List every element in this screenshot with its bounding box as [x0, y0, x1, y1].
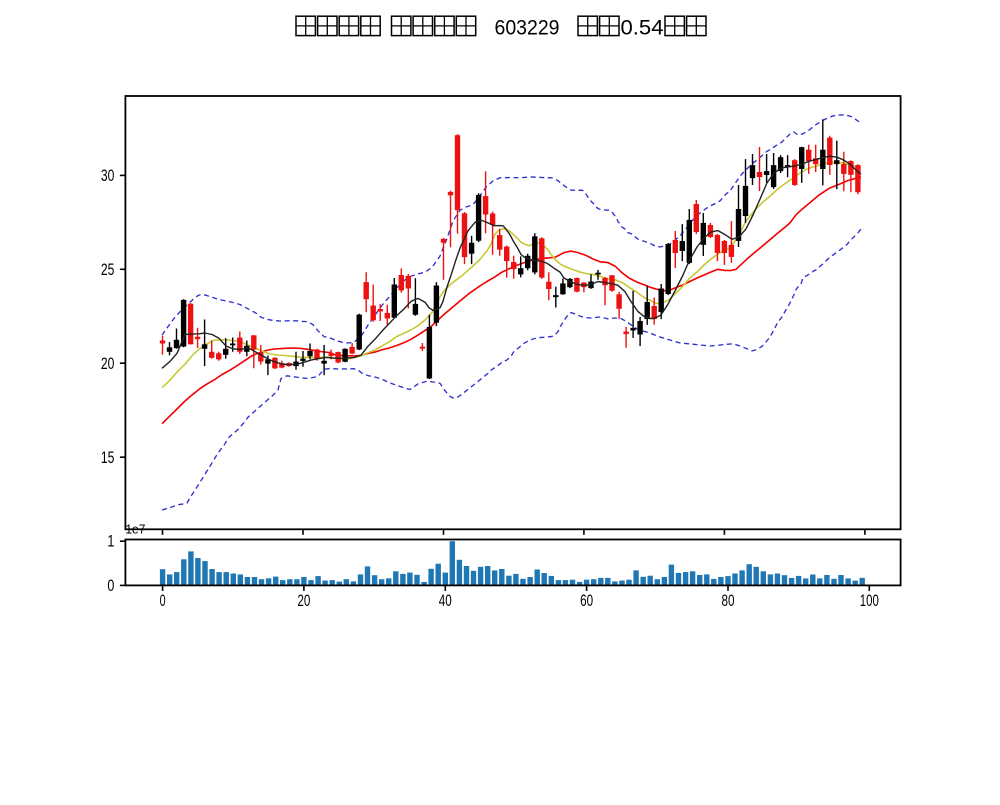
svg-text:0: 0	[160, 592, 166, 610]
svg-text:80: 80	[722, 592, 735, 610]
svg-text:100: 100	[860, 592, 879, 610]
svg-text:603229: 603229	[495, 17, 560, 40]
svg-text:0.54: 0.54	[621, 17, 664, 40]
svg-text:25: 25	[101, 261, 115, 279]
svg-text:40: 40	[439, 592, 452, 610]
svg-text:0: 0	[107, 577, 114, 595]
svg-text:1: 1	[107, 533, 114, 551]
svg-text:60: 60	[580, 592, 593, 610]
svg-text:1e7: 1e7	[125, 522, 145, 537]
svg-text:20: 20	[297, 592, 310, 610]
svg-text:20: 20	[101, 355, 115, 373]
svg-text:15: 15	[101, 449, 115, 467]
svg-text:30: 30	[101, 167, 115, 185]
